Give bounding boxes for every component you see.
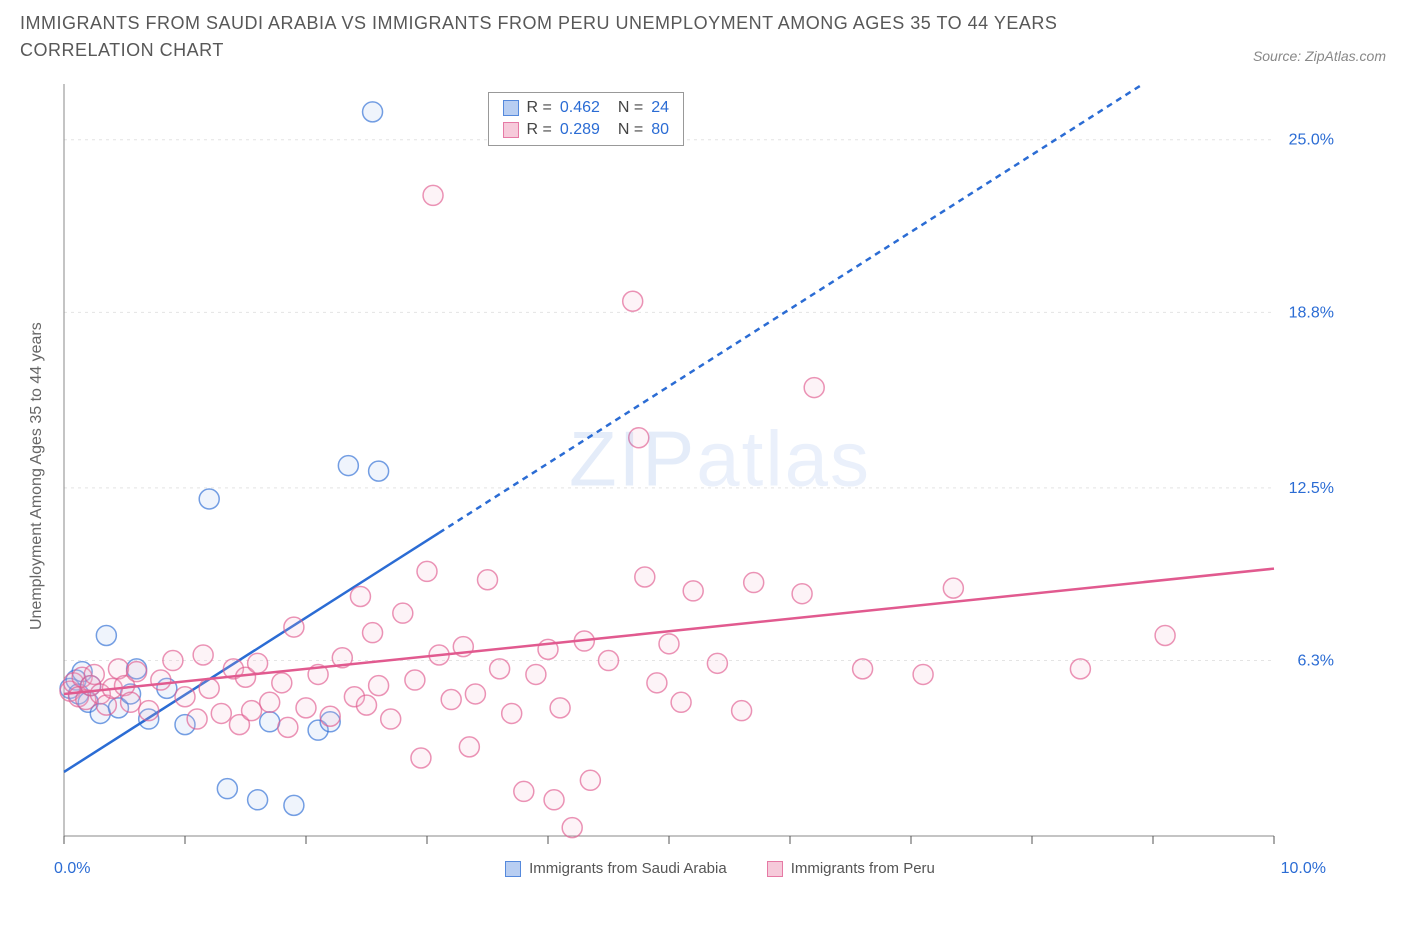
legend-item: Immigrants from Peru <box>767 860 935 877</box>
chart-title: IMMIGRANTS FROM SAUDI ARABIA VS IMMIGRAN… <box>20 10 1170 64</box>
stat-r-label: R = <box>527 121 552 139</box>
stat-n-label: N = <box>618 99 643 117</box>
stat-n-value: 24 <box>651 99 669 117</box>
legend-swatch <box>503 100 519 116</box>
stat-r-label: R = <box>527 99 552 117</box>
svg-text:18.8%: 18.8% <box>1289 304 1334 321</box>
legend-item: Immigrants from Saudi Arabia <box>505 860 727 877</box>
legend-swatch <box>503 122 519 138</box>
bottom-legend: 0.0% Immigrants from Saudi Arabia Immigra… <box>54 860 1386 877</box>
stats-legend-box: R = 0.462 N = 24 R = 0.289 N = 80 <box>488 92 685 146</box>
source-label: Source: ZipAtlas.com <box>1253 48 1386 64</box>
stats-row: R = 0.289 N = 80 <box>489 119 684 141</box>
legend-label: Immigrants from Saudi Arabia <box>529 860 727 877</box>
stat-n-value: 80 <box>651 121 669 139</box>
stat-n-label: N = <box>618 121 643 139</box>
stat-r-value: 0.462 <box>560 99 600 117</box>
x-max-label: 10.0% <box>1281 860 1326 878</box>
svg-text:25.0%: 25.0% <box>1289 132 1334 149</box>
scatter-plot: 6.3% 12.5% 18.8% 25.0% <box>54 74 1344 854</box>
stats-row: R = 0.462 N = 24 <box>489 97 684 119</box>
svg-text:6.3%: 6.3% <box>1298 653 1334 670</box>
legend-swatch <box>767 861 783 877</box>
x-min-label: 0.0% <box>54 860 90 878</box>
legend-swatch <box>505 861 521 877</box>
legend-label: Immigrants from Peru <box>791 860 935 877</box>
y-axis-label: Unemployment Among Ages 35 to 44 years <box>20 86 54 866</box>
svg-text:12.5%: 12.5% <box>1289 480 1334 497</box>
stat-r-value: 0.289 <box>560 121 600 139</box>
